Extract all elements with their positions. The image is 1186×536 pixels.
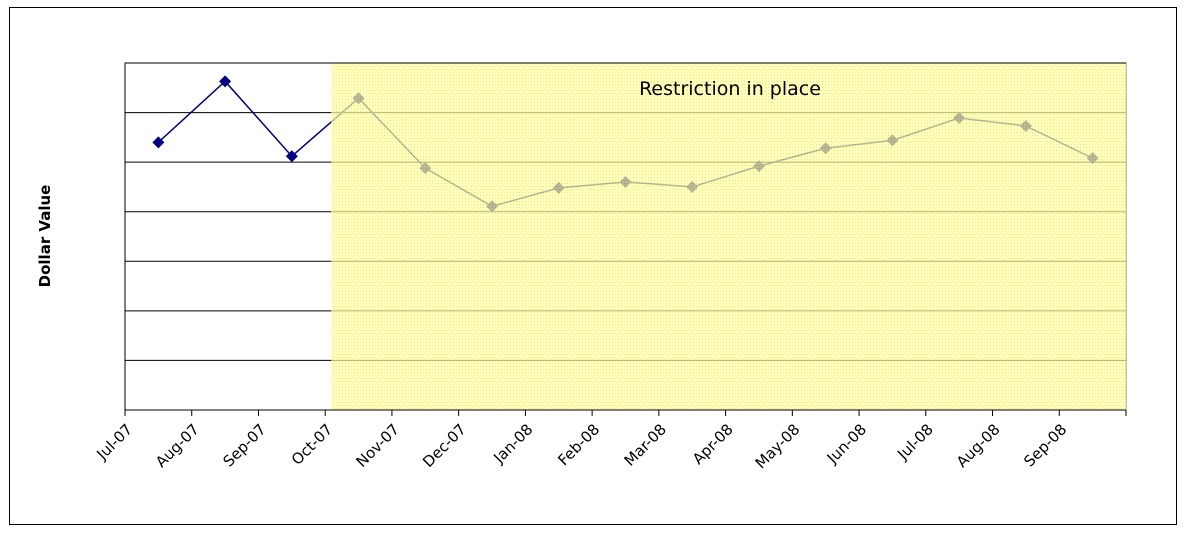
y-axis-label: Dollar Value: [36, 185, 54, 288]
marker: [285, 150, 298, 163]
marker: [219, 75, 232, 88]
shaded-region: [331, 63, 1126, 410]
annotation: Restriction in place: [639, 78, 821, 100]
marker: [152, 136, 165, 149]
plot-area: Jul-07 Aug-07 Sep-07 Oct-07 Nov-07 Dec-07 Jan-…: [93, 62, 1127, 472]
